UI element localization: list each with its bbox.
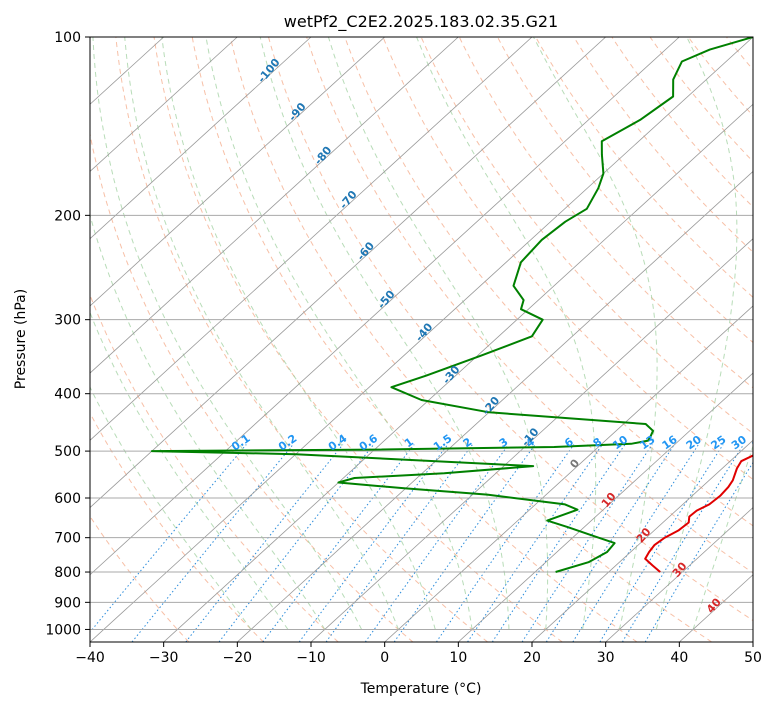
axes: −40 −30 −20 −10 0 10 20 30 40 50 100 200 300 400 500 60… [45, 30, 762, 666]
dry-adiabat-line [458, 37, 753, 389]
dry-adiabat-line [382, 37, 753, 481]
temperature-profile-line [644, 454, 753, 573]
moist-adiabat-line [533, 37, 658, 630]
mixing-ratio-line [325, 444, 473, 642]
dry-adiabat-line [90, 131, 414, 642]
dry-adiabat-line [765, 37, 775, 642]
mixing-ratio-line [521, 444, 653, 642]
isotherm-line [384, 305, 753, 642]
y-tick-label: 900 [54, 595, 81, 611]
mixing-ratio-line [572, 444, 699, 642]
dry-adiabat-line [229, 37, 712, 642]
x-tick-label: −30 [149, 650, 179, 666]
mixing-ratio-line [298, 444, 449, 642]
dry-adiabat-line [191, 37, 638, 642]
moist-adiabat-line [90, 311, 289, 630]
isotherm-line [458, 372, 753, 642]
mixing-ratio-line [364, 444, 510, 642]
isotherm-line [237, 170, 753, 642]
chart-title: wetPf2_C2E2.2025.183.02.35.G21 [284, 12, 558, 32]
x-tick-label: 0 [380, 650, 389, 666]
dry-adiabat-line [153, 37, 563, 642]
x-tick-label: 20 [523, 650, 541, 666]
isotherm-line [90, 37, 238, 172]
isotherm-line [531, 439, 753, 642]
isotherm-line [90, 37, 312, 240]
mixing-ratio-line [621, 444, 745, 642]
moist-adiabat-line [327, 37, 549, 630]
mixing-ratio-line [90, 444, 247, 633]
x-axis-title: Temperature (°C) [360, 681, 482, 697]
mixing-ratio-line [218, 444, 375, 642]
x-tick-label: −40 [75, 650, 105, 666]
isotherm-line [90, 37, 753, 642]
dry-adiabat-line [90, 412, 264, 642]
dry-adiabat-line [535, 37, 753, 298]
isotherm-line [752, 641, 753, 642]
y-axis-title: Pressure (hPa) [13, 289, 29, 389]
moist-adiabat-line [90, 386, 252, 630]
isotherm-line [90, 37, 385, 307]
plot-frame [89, 36, 754, 643]
x-tick-label: 30 [597, 650, 615, 666]
x-tick-label: −10 [296, 650, 326, 666]
y-tick-label: 1000 [45, 622, 81, 638]
moist-adiabat-line [90, 213, 326, 630]
dewpoint-profile-line [150, 37, 753, 573]
y-tick-label: 800 [54, 565, 81, 581]
x-tick-label: 50 [744, 650, 762, 666]
moist-adiabat-line [92, 37, 363, 630]
x-tick-label: −20 [223, 650, 253, 666]
isotherm-line [90, 37, 459, 374]
moist-adiabat-line [161, 37, 436, 630]
isotherm-line [605, 507, 753, 642]
mixing-ratio-line [393, 444, 536, 642]
isotherm-line [90, 37, 606, 509]
mixing-ratio-line [262, 444, 415, 642]
moist-adiabat-line [124, 37, 399, 630]
isotherm-line [310, 238, 753, 642]
moist-adiabat-line [259, 37, 510, 630]
dry-adiabat-line [306, 37, 753, 574]
isotherm-line [90, 37, 533, 441]
y-tick-label: 100 [54, 30, 81, 46]
moist-adiabat-line [416, 37, 597, 630]
isotherm-line [163, 103, 753, 642]
mixing-ratio-line [545, 444, 675, 642]
y-tick-label: 500 [54, 444, 81, 460]
y-tick-label: 600 [54, 491, 81, 507]
mixing-ratio-label: 36 [750, 433, 770, 453]
dry-adiabat-line [496, 37, 753, 344]
sounding-profiles [150, 37, 753, 573]
x-tick-label: 40 [670, 650, 688, 666]
dry-adiabat-line [268, 37, 753, 622]
y-tick-label: 400 [54, 387, 81, 403]
y-tick-label: 300 [54, 313, 81, 329]
mixing-ratio-line [435, 444, 575, 642]
x-tick-label: 10 [449, 650, 467, 666]
dry-adiabat-line [420, 37, 753, 435]
isotherm-line [90, 37, 680, 576]
y-tick-label: 700 [54, 531, 81, 547]
y-tick-label: 200 [54, 208, 81, 224]
mixing-ratio-line [131, 444, 294, 642]
grid-lines [90, 37, 753, 642]
